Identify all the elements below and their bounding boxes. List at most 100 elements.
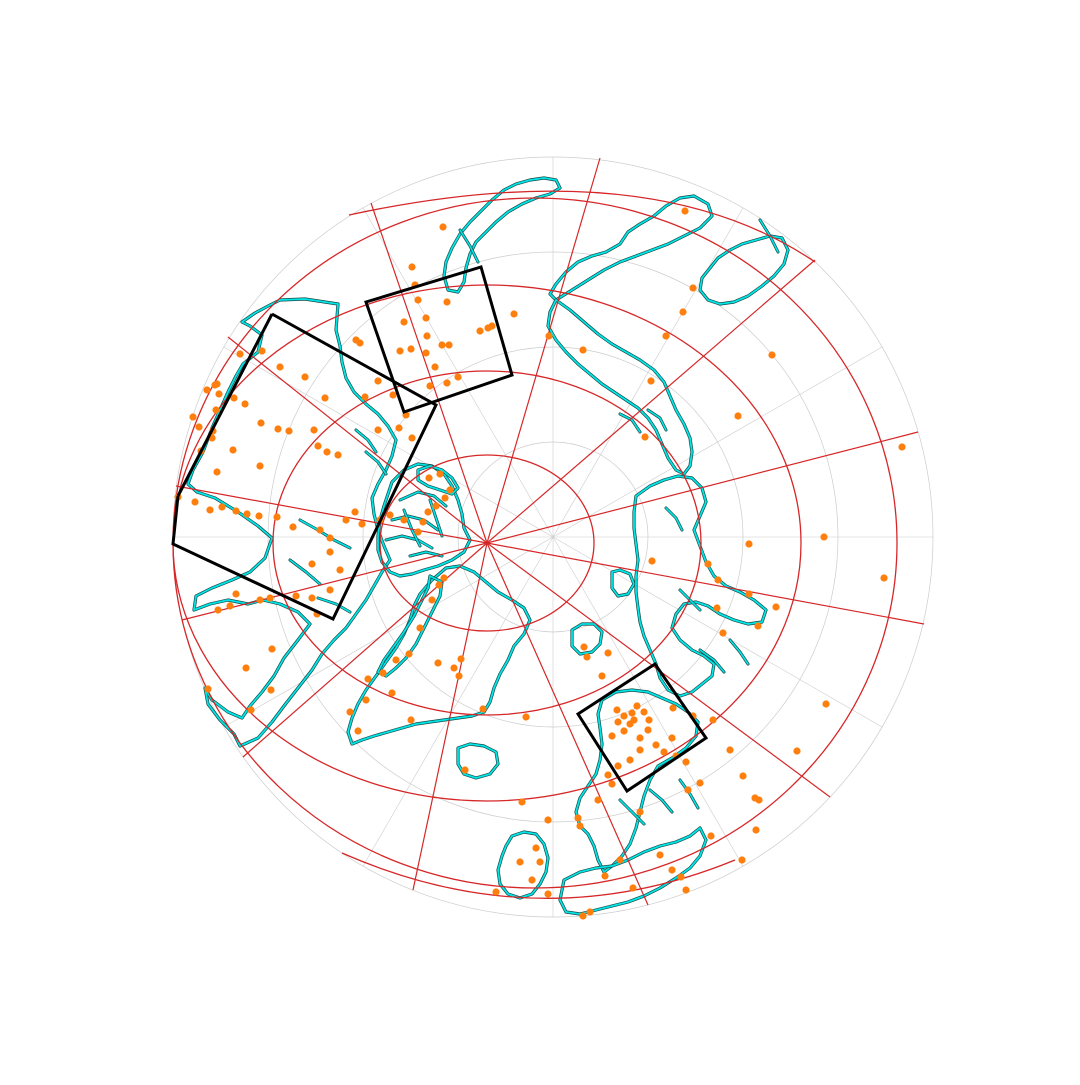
station-marker (226, 602, 234, 610)
station-marker (696, 779, 704, 787)
station-marker (423, 332, 431, 340)
station-marker (682, 886, 690, 894)
station-marker (285, 427, 293, 435)
station-marker (601, 872, 609, 880)
meridian-line (486, 431, 919, 544)
station-marker (310, 426, 318, 434)
station-markers (174, 207, 906, 920)
station-marker (793, 747, 801, 755)
station-marker (598, 672, 606, 680)
station-marker (352, 336, 360, 344)
station-marker (636, 734, 644, 742)
coast-detail (429, 499, 443, 537)
station-marker (308, 594, 316, 602)
station-marker (668, 734, 676, 742)
station-marker (518, 798, 526, 806)
station-marker (450, 664, 458, 672)
station-marker (738, 856, 746, 864)
station-marker (704, 560, 712, 568)
baffin-island (377, 575, 443, 677)
station-marker (273, 513, 281, 521)
station-marker (362, 696, 370, 704)
station-marker (629, 884, 637, 892)
station-marker (752, 826, 760, 834)
station-marker (608, 732, 616, 740)
station-marker (574, 814, 582, 822)
station-marker (709, 716, 717, 724)
station-marker (203, 386, 211, 394)
station-marker (755, 796, 763, 804)
station-marker (636, 808, 644, 816)
coast-detail (355, 429, 377, 453)
station-marker (641, 433, 649, 441)
station-marker (321, 394, 329, 402)
station-marker (247, 706, 255, 714)
station-marker (434, 659, 442, 667)
station-marker (425, 474, 433, 482)
station-marker (739, 772, 747, 780)
station-marker (256, 596, 264, 604)
coast-detail (679, 779, 699, 809)
station-marker (443, 379, 451, 387)
russia-coast-east (633, 475, 767, 697)
outer-grid-spoke (552, 346, 883, 538)
station-marker (301, 373, 309, 381)
station-marker (455, 672, 463, 680)
station-marker (644, 726, 652, 734)
station-marker (435, 581, 443, 589)
station-marker (256, 462, 264, 470)
station-marker (630, 716, 638, 724)
coast-detail (409, 551, 443, 557)
station-marker (576, 822, 584, 830)
station-marker (255, 512, 263, 520)
east-siberia-coast (547, 299, 693, 475)
coast-detail (679, 589, 701, 611)
chukotka (443, 177, 561, 293)
station-marker (195, 423, 203, 431)
station-marker (266, 594, 274, 602)
station-marker (662, 332, 670, 340)
station-marker (689, 284, 697, 292)
ellesmere-island (417, 465, 459, 495)
novaya-zemlya (611, 569, 635, 597)
station-marker (326, 586, 334, 594)
meridian-line (486, 542, 925, 625)
station-marker (648, 557, 656, 565)
station-marker (364, 675, 372, 683)
coast-detail (665, 507, 683, 531)
station-marker (714, 576, 722, 584)
siberia-coast (549, 195, 713, 301)
station-marker (586, 908, 594, 916)
station-marker (408, 434, 416, 442)
latitude-circle (379, 454, 595, 632)
station-marker (445, 341, 453, 349)
station-marker (476, 327, 484, 335)
station-marker (616, 856, 624, 864)
station-marker (707, 832, 715, 840)
coast-detail (729, 639, 749, 665)
station-marker (414, 296, 422, 304)
station-marker (443, 298, 451, 306)
study-box-alaska-yukon (171, 312, 438, 621)
outer-grid-spoke (223, 536, 554, 728)
station-marker (640, 708, 648, 716)
station-marker (389, 391, 397, 399)
station-marker (772, 603, 780, 611)
station-marker (405, 650, 413, 658)
meridian-line (175, 485, 488, 544)
station-marker (400, 516, 408, 524)
station-marker (579, 912, 587, 920)
station-marker (620, 727, 628, 735)
station-marker (276, 363, 284, 371)
station-marker (594, 796, 602, 804)
east-siberia-coast-outline (546, 298, 694, 476)
station-marker (441, 494, 449, 502)
station-marker (439, 223, 447, 231)
station-marker (422, 349, 430, 357)
station-marker (267, 686, 275, 694)
station-marker (400, 318, 408, 326)
station-marker (407, 716, 415, 724)
station-marker (206, 506, 214, 514)
station-marker (424, 508, 432, 516)
